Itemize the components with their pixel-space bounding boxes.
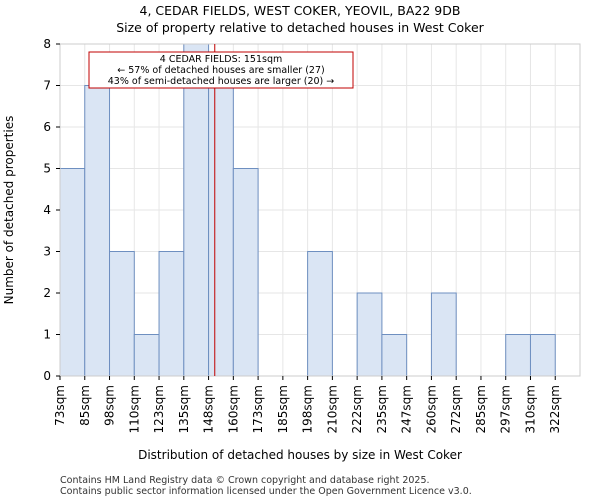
- bar-222sqm: [356, 292, 383, 377]
- footer-line-2: Contains public sector information licen…: [60, 486, 472, 497]
- x-tick-label: 173sqm: [251, 385, 265, 433]
- x-tick-label: 110sqm: [127, 385, 141, 433]
- bar-85sqm: [84, 85, 111, 377]
- y-tick-label: 5: [43, 162, 51, 176]
- y-axis-label: Number of detached properties: [2, 116, 16, 305]
- y-tick-label: 3: [43, 245, 51, 259]
- annotation-line-3: 43% of semi-detached houses are larger (…: [108, 76, 335, 87]
- y-tick-label: 1: [43, 328, 51, 342]
- bar-135sqm: [183, 43, 210, 377]
- x-tick-label: 322sqm: [548, 385, 562, 433]
- x-tick-label: 210sqm: [325, 385, 339, 433]
- x-tick-label: 260sqm: [424, 385, 438, 433]
- annotation-box: 4 CEDAR FIELDS: 151sqm ← 57% of detached…: [88, 51, 354, 89]
- chart-subtitle: Size of property relative to detached ho…: [116, 20, 484, 35]
- x-tick-label: 235sqm: [375, 385, 389, 433]
- x-tick-label: 198sqm: [301, 385, 315, 433]
- annotation-line-1: 4 CEDAR FIELDS: 151sqm: [160, 54, 282, 65]
- x-ticks: 73sqm 85sqm 98sqm 110sqm 123sqm 135sqm 148sqm 1…: [53, 376, 562, 433]
- x-tick-label: 185sqm: [276, 385, 290, 433]
- bar-110sqm: [133, 334, 160, 377]
- x-tick-label: 148sqm: [202, 385, 216, 433]
- annotation-line-2: ← 57% of detached houses are smaller (27…: [117, 65, 324, 76]
- bar-123sqm: [158, 251, 185, 377]
- bar-98sqm: [109, 251, 135, 377]
- x-tick-label: 310sqm: [523, 385, 537, 433]
- bar-235sqm: [381, 334, 408, 377]
- chart-title: 4, CEDAR FIELDS, WEST COKER, YEOVIL, BA2…: [140, 3, 461, 18]
- x-tick-label: 222sqm: [350, 385, 364, 433]
- x-tick-label: 285sqm: [474, 385, 488, 433]
- x-tick-label: 123sqm: [152, 385, 166, 433]
- x-axis-label: Distribution of detached houses by size …: [138, 448, 462, 462]
- x-tick-label: 247sqm: [400, 385, 414, 433]
- y-tick-label: 8: [43, 37, 51, 51]
- bar-260sqm: [430, 292, 457, 377]
- bar-160sqm: [232, 168, 259, 377]
- y-tick-label: 4: [43, 203, 51, 217]
- bar-198sqm: [307, 251, 333, 377]
- y-tick-label: 2: [43, 286, 51, 300]
- bar-297sqm: [505, 334, 531, 377]
- bar-148sqm: [208, 85, 234, 377]
- annotation-frame: [88, 51, 354, 89]
- x-tick-label: 98sqm: [103, 385, 117, 426]
- footer-line-1: Contains HM Land Registry data © Crown c…: [60, 475, 430, 486]
- x-tick-label: 73sqm: [53, 385, 67, 426]
- y-tick-label: 6: [43, 120, 51, 134]
- bar-73sqm: [59, 168, 86, 377]
- x-tick-label: 85sqm: [78, 385, 92, 426]
- x-tick-label: 135sqm: [177, 385, 191, 433]
- y-tick-label: 7: [43, 79, 51, 93]
- x-tick-label: 297sqm: [499, 385, 513, 433]
- x-tick-label: 272sqm: [449, 385, 463, 433]
- bars: [59, 43, 556, 377]
- y-tick-label: 0: [43, 369, 51, 383]
- y-ticks: 0 1 2 3 4 5 6 7 8: [43, 37, 60, 383]
- x-tick-label: 160sqm: [226, 385, 240, 433]
- bar-310sqm: [529, 334, 556, 377]
